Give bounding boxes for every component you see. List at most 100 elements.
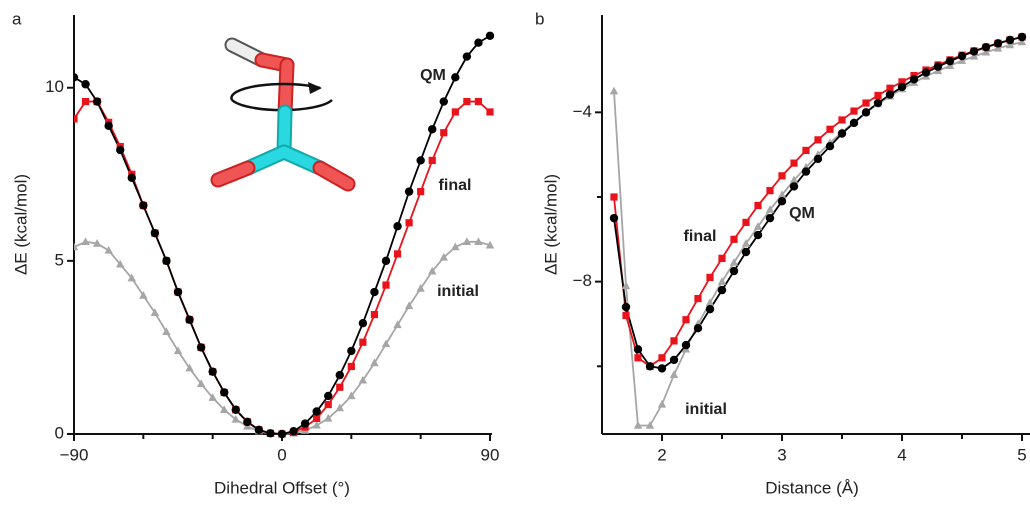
marker [451, 73, 459, 81]
marker [475, 98, 482, 105]
x-tick-label: 4 [897, 445, 906, 464]
marker [670, 356, 678, 364]
marker [1006, 36, 1014, 44]
marker [348, 363, 355, 370]
marker [730, 236, 737, 243]
series-line [614, 37, 1022, 366]
marker [694, 324, 702, 332]
marker [70, 73, 78, 81]
marker [151, 229, 159, 237]
marker [93, 97, 101, 105]
figure: −900900510Dihedral Offset (°)ΔE (kcal/mo… [0, 0, 1030, 507]
marker [406, 219, 413, 226]
marker [778, 197, 786, 205]
marker [208, 367, 216, 375]
marker [742, 219, 749, 226]
marker [658, 354, 665, 361]
marker [220, 388, 228, 396]
y-tick-label: 5 [55, 250, 64, 269]
y-tick-label: −4 [573, 102, 592, 121]
series-label: initial [437, 283, 479, 300]
marker [634, 354, 641, 361]
marker [850, 107, 857, 114]
marker [393, 222, 401, 230]
marker [634, 345, 642, 353]
marker [255, 426, 263, 434]
marker [706, 305, 714, 313]
marker [982, 43, 990, 51]
marker [946, 57, 954, 65]
marker [694, 295, 701, 302]
x-tick-label: 3 [777, 445, 786, 464]
marker [278, 430, 286, 438]
marker [440, 97, 448, 105]
marker [440, 129, 447, 136]
marker [174, 288, 182, 296]
marker [622, 312, 629, 319]
marker [463, 52, 471, 60]
marker [730, 267, 738, 275]
marker [394, 250, 401, 257]
series-label: QM [789, 205, 815, 222]
marker [336, 384, 343, 391]
marker [766, 214, 774, 222]
marker [463, 98, 470, 105]
marker [862, 99, 869, 106]
marker [116, 146, 124, 154]
marker [802, 167, 810, 175]
marker [970, 47, 978, 55]
marker [405, 187, 413, 195]
x-axis-label: Dihedral Offset (°) [214, 478, 350, 497]
marker [718, 286, 726, 294]
y-tick-label: −8 [573, 271, 592, 290]
marker [128, 174, 136, 182]
marker [610, 214, 618, 222]
series-label: final [684, 228, 717, 245]
marker [766, 187, 773, 194]
marker [994, 39, 1002, 47]
marker [82, 98, 89, 105]
marker [486, 108, 493, 115]
marker [670, 370, 678, 378]
marker [838, 129, 846, 137]
series-line [74, 242, 490, 434]
marker [646, 362, 654, 370]
y-tick-label: 0 [55, 423, 64, 442]
marker [370, 288, 378, 296]
y-tick-label: 10 [45, 77, 64, 96]
marker [910, 75, 918, 83]
marker [658, 364, 666, 372]
marker [682, 341, 690, 349]
marker [197, 343, 205, 351]
marker [850, 119, 858, 127]
marker [232, 406, 240, 414]
marker [371, 311, 378, 318]
y-axis-label: ΔE (kcal/mol) [541, 174, 560, 275]
marker [416, 156, 424, 164]
marker [325, 401, 332, 408]
marker [610, 87, 618, 95]
series-label: final [439, 177, 472, 194]
marker [754, 231, 762, 239]
marker [898, 83, 906, 91]
panel-label: b [535, 9, 544, 28]
marker [754, 202, 761, 209]
marker [382, 281, 389, 288]
marker [814, 136, 821, 143]
marker [718, 255, 725, 262]
marker [417, 188, 424, 195]
series-line [614, 42, 1022, 425]
marker [428, 125, 436, 133]
marker [359, 319, 367, 327]
molecule [218, 45, 348, 184]
marker [622, 303, 630, 311]
marker [336, 371, 344, 379]
marker [874, 99, 882, 107]
marker [862, 108, 870, 116]
marker [266, 429, 274, 437]
marker [313, 415, 320, 422]
marker [706, 298, 714, 306]
marker [185, 316, 193, 324]
marker [610, 193, 617, 200]
x-tick-label: 2 [657, 445, 666, 464]
